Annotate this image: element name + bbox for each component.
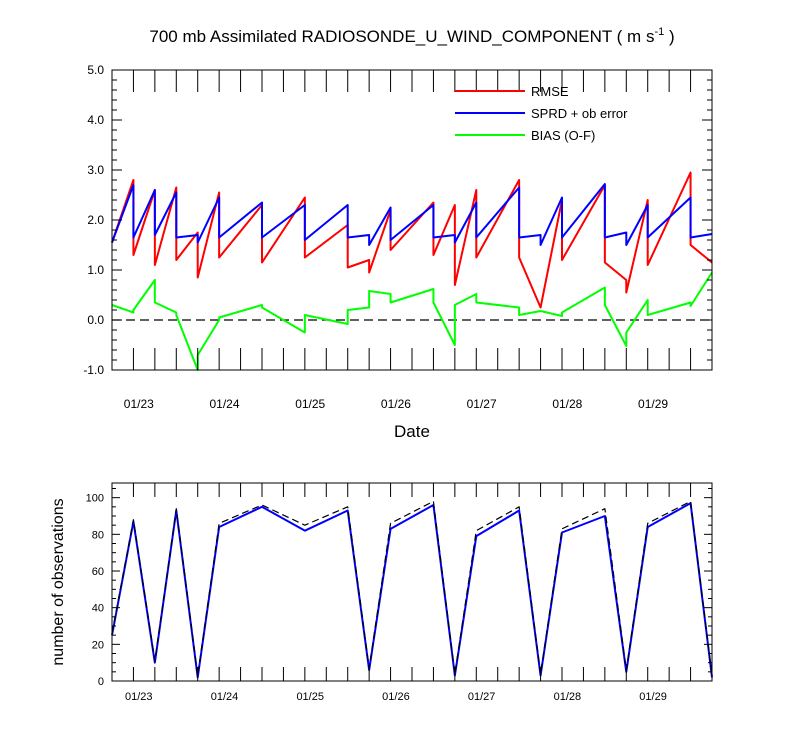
top-series-rmse xyxy=(111,171,713,309)
bottom-y-axis-label: number of observations xyxy=(50,498,67,665)
bottom-x-tick-label: 01/28 xyxy=(554,691,582,703)
bottom-series-observations-possible xyxy=(111,500,713,677)
bottom-ticks-group: 0 20 40 60 80 100 01/23 01/24 01/25 01/26 01/27 01/… xyxy=(86,483,713,703)
bottom-x-tick-label: 01/27 xyxy=(468,691,496,703)
bottom-x-tick-label: 01/24 xyxy=(211,691,239,703)
legend-bias-label: BIAS (O-F) xyxy=(531,128,595,143)
bottom-y-tick-label: 100 xyxy=(86,493,104,505)
chart-title-end: ) xyxy=(664,27,674,46)
top-x-tick-label: 01/28 xyxy=(552,397,582,411)
bottom-x-tick-label: 01/23 xyxy=(125,691,153,703)
top-x-tick-label: 01/23 xyxy=(124,397,154,411)
bottom-x-tick-label: 01/26 xyxy=(382,691,410,703)
bottom-x-tick-label: 01/25 xyxy=(296,691,324,703)
legend-rmse-label: RMSE xyxy=(531,84,569,99)
bottom-y-tick-label: 20 xyxy=(92,639,104,651)
top-series-sprd-ob-error xyxy=(111,183,713,246)
top-y-tick-label: 3.0 xyxy=(87,163,104,177)
top-y-tick-label: -1.0 xyxy=(83,363,104,377)
chart-title-main: 700 mb Assimilated RADIOSONDE_U_WIND_COM… xyxy=(149,27,654,46)
top-y-tick-label: 0.0 xyxy=(87,313,104,327)
top-x-tick-label: 01/26 xyxy=(381,397,411,411)
top-series-bias-o-f xyxy=(111,271,713,371)
bottom-y-tick-label: 60 xyxy=(92,566,104,578)
top-x-tick-label: 01/25 xyxy=(295,397,325,411)
top-x-tick-label: 01/29 xyxy=(638,397,668,411)
top-series-group xyxy=(111,171,713,371)
bottom-series-observations-used xyxy=(111,502,713,679)
top-y-tick-label: 2.0 xyxy=(87,213,104,227)
top-chart-panel: -1.0 0.0 1.0 2.0 3.0 4.0 5.0 01/23 01/24 01/25 01/… xyxy=(83,63,713,441)
chart-title-superscript: -1 xyxy=(654,26,664,38)
top-x-tick-label: 01/24 xyxy=(209,397,239,411)
legend: RMSE SPRD + ob error BIAS (O-F) xyxy=(455,84,628,143)
top-x-tick-label: 01/27 xyxy=(467,397,497,411)
top-x-axis-label: Date xyxy=(394,422,430,441)
bottom-y-tick-label: 80 xyxy=(92,529,104,541)
bottom-chart-panel: 0 20 40 60 80 100 01/23 01/24 01/25 01/26 01/27 01/… xyxy=(50,482,713,703)
top-y-tick-label: 4.0 xyxy=(87,113,104,127)
bottom-y-tick-label: 40 xyxy=(92,603,104,615)
chart-title: 700 mb Assimilated RADIOSONDE_U_WIND_COM… xyxy=(149,26,674,46)
legend-sprd-label: SPRD + ob error xyxy=(531,106,628,121)
bottom-series-group xyxy=(111,500,713,679)
top-ticks-group: -1.0 0.0 1.0 2.0 3.0 4.0 5.0 01/23 01/24 01/25 01/… xyxy=(83,63,713,411)
top-y-tick-label: 1.0 xyxy=(87,263,104,277)
bottom-x-tick-label: 01/29 xyxy=(639,691,667,703)
top-y-tick-label: 5.0 xyxy=(87,63,104,77)
bottom-y-tick-label: 0 xyxy=(98,676,104,688)
